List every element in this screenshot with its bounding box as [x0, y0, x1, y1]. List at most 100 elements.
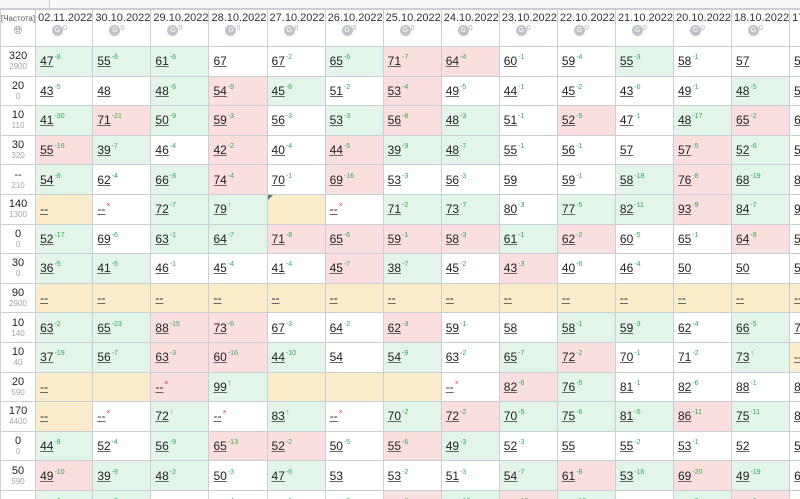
- position-cell[interactable]: 76-8: [672, 164, 733, 195]
- position-value[interactable]: 51: [445, 468, 460, 483]
- position-cell[interactable]: 74-4: [208, 164, 268, 195]
- position-cell[interactable]: 60-4: [208, 489, 268, 499]
- position-value[interactable]: 68: [736, 172, 750, 187]
- position-cell[interactable]: --×: [92, 401, 152, 432]
- position-cell[interactable]: 58: [498, 312, 558, 343]
- position-cell[interactable]: --: [92, 282, 152, 314]
- position-cell[interactable]: 61-8: [556, 460, 616, 491]
- position-value[interactable]: 55: [40, 143, 54, 158]
- position-value[interactable]: 45: [329, 261, 343, 276]
- position-value[interactable]: 50: [329, 439, 343, 454]
- position-value[interactable]: 70: [619, 350, 634, 365]
- position-value[interactable]: 56: [271, 113, 285, 128]
- position-cell[interactable]: 53: [789, 75, 800, 107]
- position-value[interactable]: 62: [677, 320, 692, 335]
- position-cell[interactable]: 75-11: [731, 401, 791, 432]
- position-cell[interactable]: 41-4: [266, 253, 326, 284]
- position-value[interactable]: 65: [97, 320, 111, 335]
- position-value[interactable]: 49: [445, 439, 460, 454]
- position-value[interactable]: 50: [677, 261, 692, 276]
- position-cell[interactable]: 52-4: [92, 430, 152, 462]
- position-value[interactable]: 62: [387, 320, 402, 335]
- position-value[interactable]: 73: [736, 350, 750, 365]
- position-value[interactable]: 55: [503, 143, 518, 158]
- position-cell[interactable]: 65-6: [324, 46, 384, 77]
- position-cell[interactable]: 71-2: [382, 193, 442, 225]
- position-value[interactable]: 45: [213, 261, 227, 276]
- position-value[interactable]: 82: [677, 379, 692, 394]
- position-value[interactable]: --: [271, 291, 280, 306]
- position-cell[interactable]: 43-5: [35, 75, 94, 107]
- position-value[interactable]: 74: [213, 172, 227, 187]
- position-value[interactable]: 44: [40, 439, 54, 454]
- position-value[interactable]: --: [155, 379, 164, 394]
- position-cell[interactable]: 54-8: [35, 164, 94, 195]
- position-cell[interactable]: --: [324, 282, 384, 314]
- position-value[interactable]: --: [677, 291, 686, 306]
- position-value[interactable]: 52: [97, 439, 111, 454]
- position-value[interactable]: 73: [213, 320, 227, 335]
- position-cell[interactable]: 71-8: [266, 223, 326, 255]
- position-value[interactable]: 67: [271, 320, 285, 335]
- position-cell[interactable]: 72-7: [150, 193, 210, 225]
- position-cell[interactable]: 41-5: [92, 253, 152, 284]
- date-header[interactable]: 24.10.2022 G 0: [440, 9, 500, 47]
- position-cell[interactable]: 47-10: [440, 489, 500, 499]
- position-value[interactable]: 45: [561, 83, 576, 98]
- position-value[interactable]: --: [155, 291, 164, 306]
- position-value[interactable]: 72: [445, 409, 460, 424]
- position-cell[interactable]: 63: [789, 105, 800, 136]
- position-value[interactable]: --: [40, 379, 49, 394]
- position-cell[interactable]: 70-5: [498, 401, 558, 432]
- position-value[interactable]: 56: [445, 172, 460, 187]
- position-value[interactable]: 58: [561, 320, 576, 335]
- position-cell[interactable]: 70-2: [382, 401, 442, 432]
- position-value[interactable]: --: [40, 409, 49, 424]
- position-value[interactable]: 48: [97, 83, 111, 98]
- position-value[interactable]: 76: [677, 172, 692, 187]
- position-value[interactable]: 48: [445, 143, 460, 158]
- position-value[interactable]: 93: [677, 202, 692, 217]
- position-value[interactable]: 36: [40, 261, 54, 276]
- position-cell[interactable]: 56-1: [556, 134, 616, 166]
- position-value[interactable]: 51: [329, 83, 343, 98]
- position-cell[interactable]: --×: [150, 371, 210, 403]
- position-cell[interactable]: 50: [731, 253, 791, 284]
- position-cell[interactable]: 65-6: [324, 223, 384, 255]
- position-value[interactable]: 86: [677, 409, 692, 424]
- position-cell[interactable]: 56-8: [382, 105, 442, 136]
- position-cell[interactable]: 46-4: [614, 253, 674, 284]
- position-value[interactable]: 54: [40, 172, 54, 187]
- position-cell[interactable]: 59: [498, 164, 558, 195]
- position-cell[interactable]: 69-6: [92, 223, 152, 255]
- position-cell[interactable]: 58-1: [672, 46, 733, 77]
- position-cell[interactable]: 52: [789, 430, 800, 462]
- position-cell[interactable]: 48-17: [672, 105, 733, 136]
- position-cell[interactable]: 89: [789, 371, 800, 403]
- position-cell[interactable]: 71: [789, 312, 800, 343]
- position-value[interactable]: 66: [155, 172, 169, 187]
- position-cell[interactable]: 39-9: [92, 460, 152, 491]
- position-cell[interactable]: 63-1: [150, 223, 210, 255]
- position-value[interactable]: 71: [794, 321, 800, 335]
- position-cell[interactable]: 61-1: [498, 223, 558, 255]
- position-cell[interactable]: --: [382, 282, 442, 314]
- position-cell[interactable]: 66-5: [731, 312, 791, 343]
- position-cell[interactable]: 55-16: [35, 134, 94, 166]
- position-value[interactable]: 58: [445, 231, 460, 246]
- position-cell[interactable]: 55-6: [382, 430, 442, 462]
- position-cell[interactable]: 81-5: [614, 401, 674, 432]
- position-value[interactable]: 41: [271, 261, 285, 276]
- position-cell[interactable]: 54: [324, 341, 384, 373]
- position-cell[interactable]: [266, 193, 326, 225]
- position-cell[interactable]: 56-3: [266, 105, 326, 136]
- position-value[interactable]: 70: [271, 172, 285, 187]
- position-cell[interactable]: 50-9: [150, 105, 210, 136]
- position-cell[interactable]: 72-2: [440, 401, 500, 432]
- position-cell[interactable]: 53: [324, 460, 384, 491]
- position-value[interactable]: 56: [561, 143, 576, 158]
- position-value[interactable]: 68: [794, 469, 800, 483]
- position-cell[interactable]: --: [440, 282, 500, 314]
- position-cell[interactable]: 63-2: [440, 341, 500, 373]
- position-value[interactable]: 39: [97, 143, 111, 158]
